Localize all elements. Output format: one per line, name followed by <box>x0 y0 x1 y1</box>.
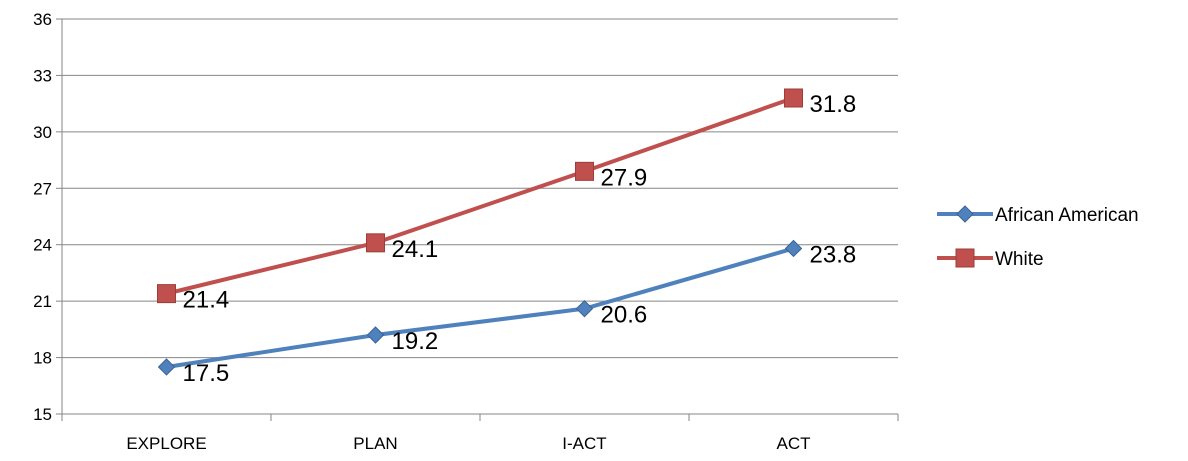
square-marker <box>955 248 975 268</box>
data-label: 27.9 <box>601 164 648 191</box>
axes: 15 18 21 24 27 30 33 36 EXPLORE PLAN I-ACT ACT <box>33 10 899 453</box>
legend: African American White <box>937 205 1139 270</box>
series <box>157 88 803 376</box>
y-tick-label: 21 <box>33 292 52 311</box>
diamond-marker <box>575 299 594 318</box>
legend-entry: White <box>937 248 1044 270</box>
series-line <box>164 96 796 296</box>
square-marker <box>157 284 176 304</box>
data-label: 19.2 <box>392 328 439 355</box>
series-white <box>157 88 803 304</box>
square-marker <box>575 161 594 181</box>
diamond-marker <box>157 358 176 376</box>
diamond-marker <box>784 239 803 258</box>
y-tick-label: 30 <box>33 123 52 142</box>
square-marker <box>784 88 803 108</box>
series-line <box>164 246 796 369</box>
x-tick-label: PLAN <box>353 434 397 453</box>
x-tick-label: EXPLORE <box>126 434 206 453</box>
data-label: 21.4 <box>183 287 230 314</box>
x-tick-label: ACT <box>777 434 811 453</box>
legend-label: African American <box>995 205 1139 226</box>
diamond-marker <box>366 326 385 344</box>
y-tick-label: 18 <box>33 349 52 368</box>
y-tick-label: 33 <box>33 66 52 85</box>
x-tick-label: I-ACT <box>562 434 606 453</box>
data-labels: 17.5 19.2 20.6 23.8 21.4 24.1 27.9 31.8 <box>183 91 857 387</box>
y-tick-label: 24 <box>33 236 52 255</box>
legend-label: White <box>995 249 1044 270</box>
data-label: 17.5 <box>183 360 230 387</box>
y-tick-label: 15 <box>33 405 52 424</box>
data-label: 31.8 <box>810 91 857 118</box>
square-marker <box>366 233 385 253</box>
data-label: 24.1 <box>392 236 439 263</box>
data-label: 23.8 <box>810 241 857 268</box>
y-tick-label: 27 <box>33 179 52 198</box>
series-african-american <box>157 239 803 376</box>
gridlines <box>62 18 898 359</box>
y-tick-label: 36 <box>33 10 52 29</box>
diamond-marker <box>956 205 974 223</box>
data-label: 20.6 <box>601 302 648 329</box>
legend-entry: African American <box>937 205 1139 226</box>
